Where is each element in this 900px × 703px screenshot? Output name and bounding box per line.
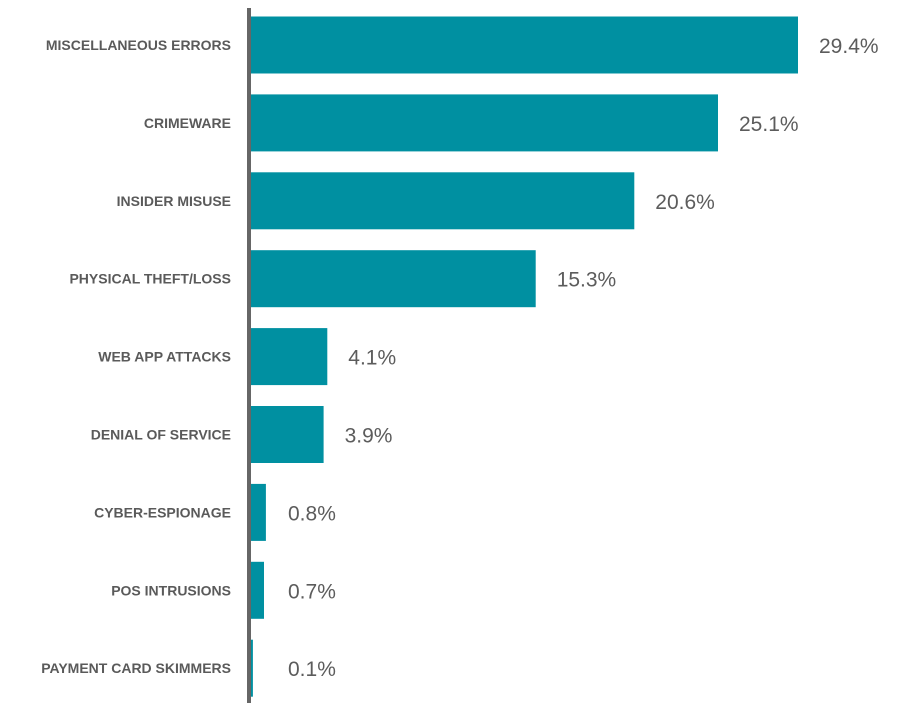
value-label: 20.6% xyxy=(655,191,715,214)
category-label: PAYMENT CARD SKIMMERS xyxy=(41,660,231,676)
bar xyxy=(251,172,634,229)
category-label: PHYSICAL THEFT/LOSS xyxy=(69,271,231,287)
value-label: 3.9% xyxy=(345,425,393,448)
value-label: 15.3% xyxy=(557,269,617,292)
bar xyxy=(251,250,536,307)
category-label: CRIMEWARE xyxy=(144,115,231,131)
value-label: 25.1% xyxy=(739,113,799,136)
category-label: POS INTRUSIONS xyxy=(111,582,231,598)
category-label: WEB APP ATTACKS xyxy=(98,349,231,365)
bar xyxy=(251,94,718,151)
value-label: 29.4% xyxy=(819,35,879,58)
value-label: 0.1% xyxy=(288,658,336,681)
bar xyxy=(251,640,253,697)
bar xyxy=(251,328,327,385)
value-label: 4.1% xyxy=(348,347,396,370)
category-label: DENIAL OF SERVICE xyxy=(91,427,231,443)
category-labels: MISCELLANEOUS ERRORS CRIMEWARE INSIDER MIS… xyxy=(41,37,231,676)
value-label: 0.7% xyxy=(288,580,336,603)
category-label: INSIDER MISUSE xyxy=(117,193,231,209)
bar xyxy=(251,562,264,619)
category-label: CYBER-ESPIONAGE xyxy=(94,504,231,520)
category-label: MISCELLANEOUS ERRORS xyxy=(46,37,231,53)
bar xyxy=(251,484,266,541)
bar xyxy=(251,406,324,463)
value-label: 0.8% xyxy=(288,502,336,525)
bar xyxy=(251,17,798,74)
